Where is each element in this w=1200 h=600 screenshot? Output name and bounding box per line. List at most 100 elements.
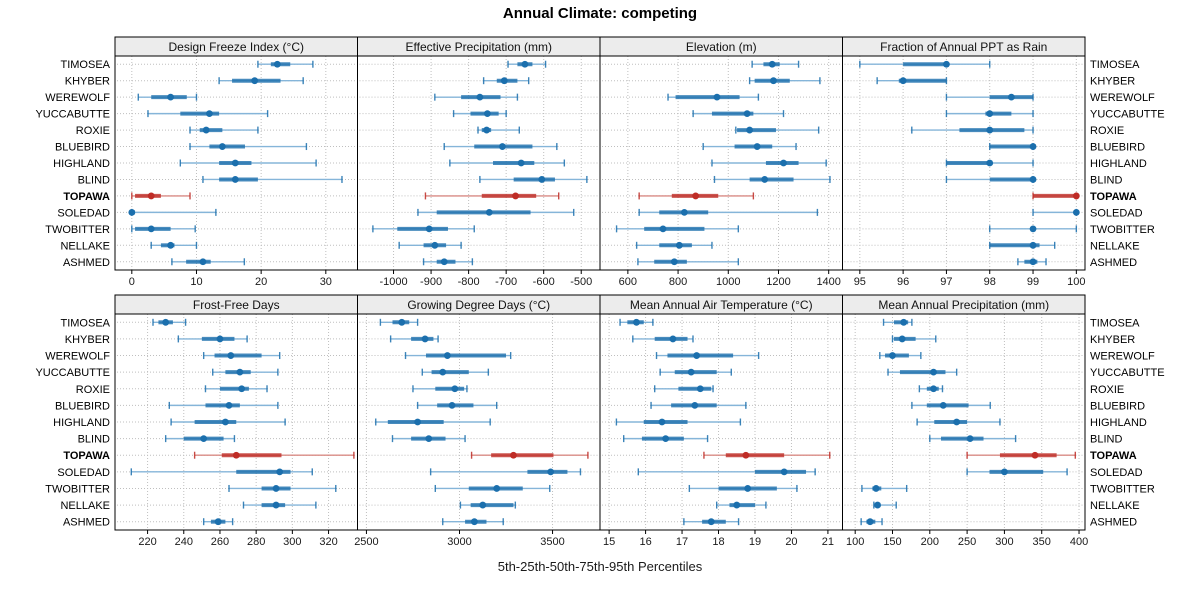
percentile-bar-ashmed xyxy=(637,258,740,266)
tick-label: 240 xyxy=(175,536,193,548)
percentile-bar-soledad xyxy=(966,468,1068,476)
median-dot xyxy=(216,335,224,343)
median-dot xyxy=(200,435,208,443)
site-label-left: SOLEDAD xyxy=(57,467,110,479)
percentile-bar-werewolf xyxy=(879,352,922,360)
median-dot xyxy=(414,418,422,426)
site-label-right: TIMOSEA xyxy=(1090,317,1140,329)
percentile-bar-topawa xyxy=(193,451,355,459)
median-dot xyxy=(986,126,994,134)
percentile-bar-ashmed xyxy=(683,518,740,526)
median-dot xyxy=(953,418,961,426)
median-dot xyxy=(500,77,508,85)
percentile-bar-nellake xyxy=(635,241,713,249)
panel-title: Mean Annual Air Temperature (°C) xyxy=(630,298,813,312)
median-dot xyxy=(128,208,136,216)
percentile-bar-soledad xyxy=(637,468,816,476)
median-dot xyxy=(780,159,787,167)
tick-label: 3500 xyxy=(540,536,564,548)
median-dot xyxy=(744,485,752,492)
tick-label: 260 xyxy=(211,536,229,548)
percentile-bar-topawa xyxy=(966,451,1077,459)
median-dot xyxy=(692,192,700,200)
percentile-bar-khyber xyxy=(482,77,530,85)
median-dot xyxy=(930,368,937,376)
median-dot xyxy=(930,385,937,393)
median-dot xyxy=(680,208,688,216)
site-label-right: TIMOSEA xyxy=(1090,59,1140,71)
percentile-bar-khyber xyxy=(891,335,937,343)
percentile-bar-timosea xyxy=(751,60,800,68)
median-dot xyxy=(658,418,666,426)
median-dot xyxy=(232,451,240,459)
median-dot xyxy=(900,318,908,326)
median-dot xyxy=(986,159,994,167)
percentile-bar-blind xyxy=(391,435,466,443)
tick-label: 3000 xyxy=(447,536,471,548)
site-label-right: SOLEDAD xyxy=(1090,207,1143,219)
median-dot xyxy=(443,352,451,359)
site-label-left: TOPAWA xyxy=(63,450,110,462)
site-label-right: HIGHLAND xyxy=(1090,417,1147,429)
site-label-left: HIGHLAND xyxy=(53,158,110,170)
median-dot xyxy=(770,77,777,85)
percentile-bar-topawa xyxy=(424,192,560,200)
percentile-bar-yuccabutte xyxy=(692,110,785,118)
percentile-bar-blind xyxy=(623,435,709,443)
percentile-bar-topawa xyxy=(131,192,191,200)
percentile-bar-werewolf xyxy=(945,93,1034,101)
median-dot xyxy=(421,335,429,343)
percentile-bar-topawa xyxy=(470,451,589,459)
median-dot xyxy=(147,192,155,200)
site-label-right: ASHMED xyxy=(1090,257,1137,269)
median-dot xyxy=(512,192,519,200)
tick-label: 100 xyxy=(1067,276,1085,288)
tick-label: 280 xyxy=(247,536,265,548)
percentile-bar-yuccabutte xyxy=(421,368,490,376)
median-dot xyxy=(167,93,175,101)
median-dot xyxy=(743,110,751,118)
percentile-bar-nellake xyxy=(398,241,462,249)
percentile-bar-blind xyxy=(929,435,1017,443)
percentile-bar-blind xyxy=(164,435,236,443)
tick-label: 99 xyxy=(1027,276,1039,288)
median-dot xyxy=(898,335,906,343)
median-dot xyxy=(670,258,678,266)
percentile-bar-khyber xyxy=(632,335,694,343)
percentile-bar-yuccabutte xyxy=(659,368,732,376)
tick-label: 20 xyxy=(785,536,797,548)
percentile-bar-twobitter xyxy=(228,484,337,492)
percentile-bar-soledad xyxy=(128,208,217,216)
median-dot xyxy=(966,435,974,443)
tick-label: -1000 xyxy=(379,276,407,288)
panel-title: Effective Precipitation (mm) xyxy=(406,40,553,54)
percentile-bar-werewolf xyxy=(137,93,198,101)
median-dot xyxy=(439,368,447,376)
percentile-bar-topawa xyxy=(703,451,831,459)
tick-label: 400 xyxy=(1070,536,1088,548)
percentile-bar-roxie xyxy=(204,385,268,393)
percentile-bar-timosea xyxy=(507,60,547,68)
percentile-bar-soledad xyxy=(417,208,575,216)
percentile-bar-khyber xyxy=(177,335,248,343)
percentile-bar-highland xyxy=(449,159,566,167)
percentile-bar-twobitter xyxy=(434,484,551,492)
median-dot xyxy=(431,241,439,249)
x-axis-label: 5th-25th-50th-75th-95th Percentiles xyxy=(497,559,703,574)
percentile-bar-nellake xyxy=(715,501,767,509)
percentile-bar-khyber xyxy=(389,335,439,343)
site-label-left: YUCCABUTTE xyxy=(35,367,110,379)
median-dot xyxy=(733,501,741,509)
tick-label: 97 xyxy=(940,276,952,288)
median-dot xyxy=(451,385,459,393)
tick-label: -500 xyxy=(570,276,592,288)
percentile-bar-highland xyxy=(615,418,742,426)
median-dot xyxy=(696,385,704,393)
median-dot xyxy=(493,485,501,492)
percentile-bar-nellake xyxy=(873,501,897,509)
median-dot xyxy=(943,60,950,68)
median-dot xyxy=(1029,241,1037,249)
median-dot xyxy=(687,368,695,376)
tick-label: -800 xyxy=(458,276,480,288)
